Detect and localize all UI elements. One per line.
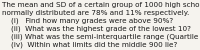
Text: (iv)  Within what limits did the middle 900 lie?: (iv) Within what limits did the middle 9… <box>2 42 177 48</box>
Text: (i)   Find how many grades were above 90%?: (i) Find how many grades were above 90%? <box>2 18 173 24</box>
Text: normally distributed are 78% and 11% respectively.: normally distributed are 78% and 11% res… <box>2 10 189 16</box>
Text: The mean and SD of a certain group of 1000 high schoold grades, that are: The mean and SD of a certain group of 10… <box>2 2 200 8</box>
Text: (iii) What was the semi-interquartile range (Quartile deviation)?: (iii) What was the semi-interquartile ra… <box>2 34 200 40</box>
Text: (ii)  What was the highest grade of the lowest 10?: (ii) What was the highest grade of the l… <box>2 26 191 32</box>
